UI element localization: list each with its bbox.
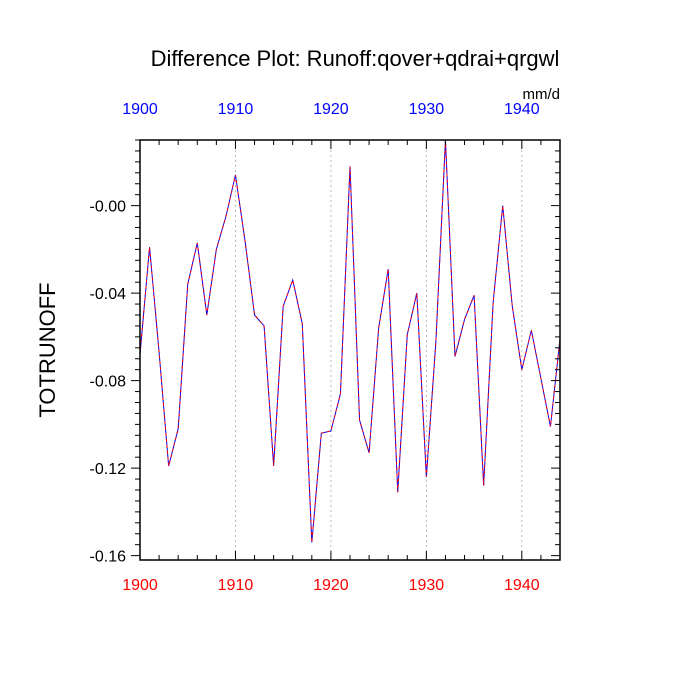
x-tick-label: 1920	[313, 577, 349, 594]
top-tick-label: 1940	[504, 101, 540, 118]
y-tick-label: -0.00	[90, 199, 127, 216]
x-tick-label: 1900	[122, 577, 158, 594]
y-tick-label: -0.08	[90, 374, 127, 391]
top-tick-label: 1910	[218, 101, 254, 118]
top-tick-label: 1930	[409, 101, 445, 118]
series-lines	[139, 139, 561, 543]
series-line-dashed	[139, 139, 561, 543]
x-gridlines	[139, 140, 523, 560]
top-tick-label: 1900	[122, 101, 158, 118]
y-tick-label: -0.16	[90, 549, 127, 566]
units-label: mm/d	[523, 86, 561, 103]
plot-frame	[139, 139, 561, 561]
top-tick-label: 1920	[313, 101, 349, 118]
y-axis-label: TOTRUNOFF	[35, 282, 60, 417]
series-line	[139, 139, 561, 543]
chart-title: Difference Plot: Runoff:qover+qdrai+qrgw…	[151, 46, 560, 71]
x-tick-label: 1940	[504, 577, 540, 594]
x-tick-label: 1910	[218, 577, 254, 594]
x-tick-label: 1930	[409, 577, 445, 594]
y-tick-label: -0.04	[90, 286, 127, 303]
tick-labels: 1900 1910 1920 1930 1940 1900 1910 1920 1930 1940…	[90, 101, 540, 594]
y-tick-label: -0.12	[90, 461, 127, 478]
axis-ticks	[131, 139, 561, 560]
